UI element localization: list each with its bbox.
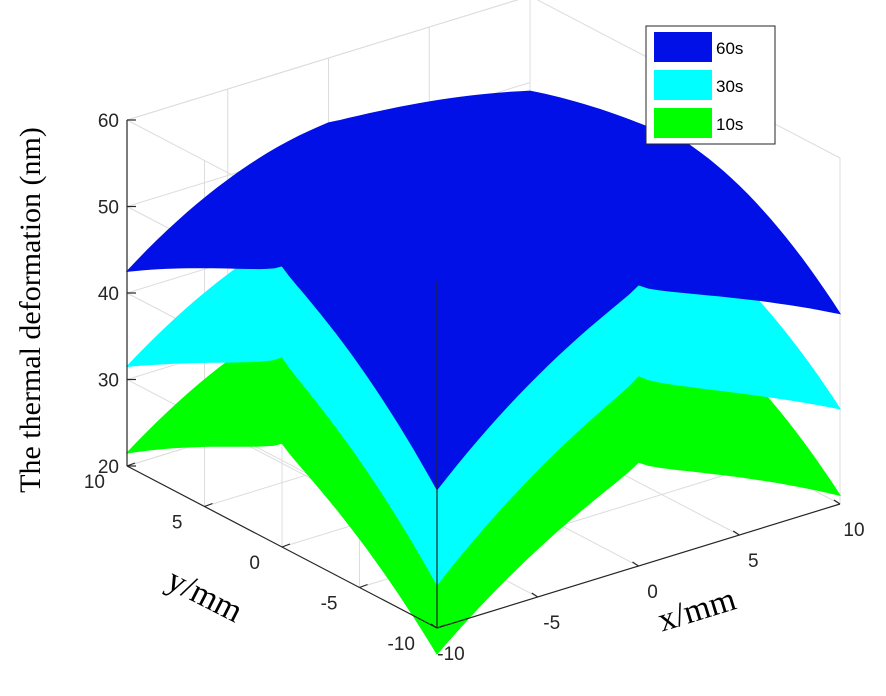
x-tick-label: 0	[647, 582, 658, 603]
z-tick-label: 30	[98, 371, 119, 392]
y-tick-label: -10	[388, 634, 415, 655]
y-tick-mark	[281, 543, 291, 548]
x-tick-mark	[732, 530, 740, 536]
legend-swatch-60s	[654, 32, 712, 62]
y-tick-label: 0	[249, 553, 260, 574]
legend-swatch-10s	[654, 108, 712, 138]
box-edge	[126, 0, 519, 121]
x-tick-mark	[833, 499, 841, 505]
surface-60s	[125, 90, 842, 491]
legend: 60s 30s 10s	[645, 25, 776, 145]
y-tick-mark	[436, 624, 446, 629]
z-tick-label: 60	[98, 111, 119, 132]
z-axis-title: The thermal deformation (nm)	[14, 127, 47, 493]
y-tick-label: -5	[321, 594, 338, 615]
z-tick-label: 40	[98, 284, 119, 305]
x-tick-label: -10	[437, 644, 464, 665]
z-tick-label: 50	[98, 198, 119, 219]
legend-label: 60s	[716, 39, 743, 58]
y-tick-label: 5	[172, 513, 183, 534]
legend-swatch-30s	[654, 70, 712, 100]
y-tick-mark	[204, 502, 213, 508]
y-tick-label: 10	[84, 472, 105, 493]
surfaces	[125, 90, 842, 655]
x-axis-title: x/mm	[654, 581, 741, 640]
y-tick-mark	[126, 462, 136, 467]
x-tick-mark	[632, 561, 639, 567]
y-tick-mark	[359, 583, 368, 589]
legend-label: 30s	[716, 77, 743, 96]
legend-label: 10s	[716, 115, 743, 134]
x-tick-mark	[430, 623, 438, 629]
y-axis-title: y/mm	[161, 561, 248, 630]
x-tick-label: -5	[543, 613, 560, 634]
x-tick-label: 10	[843, 520, 864, 541]
x-tick-mark	[531, 592, 539, 598]
x-tick-label: 5	[748, 551, 759, 572]
z-tick-label: 20	[98, 457, 119, 478]
